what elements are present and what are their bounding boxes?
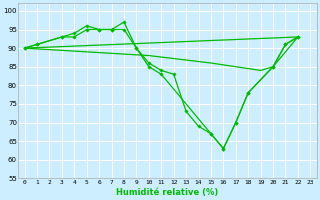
X-axis label: Humidité relative (%): Humidité relative (%): [116, 188, 219, 197]
